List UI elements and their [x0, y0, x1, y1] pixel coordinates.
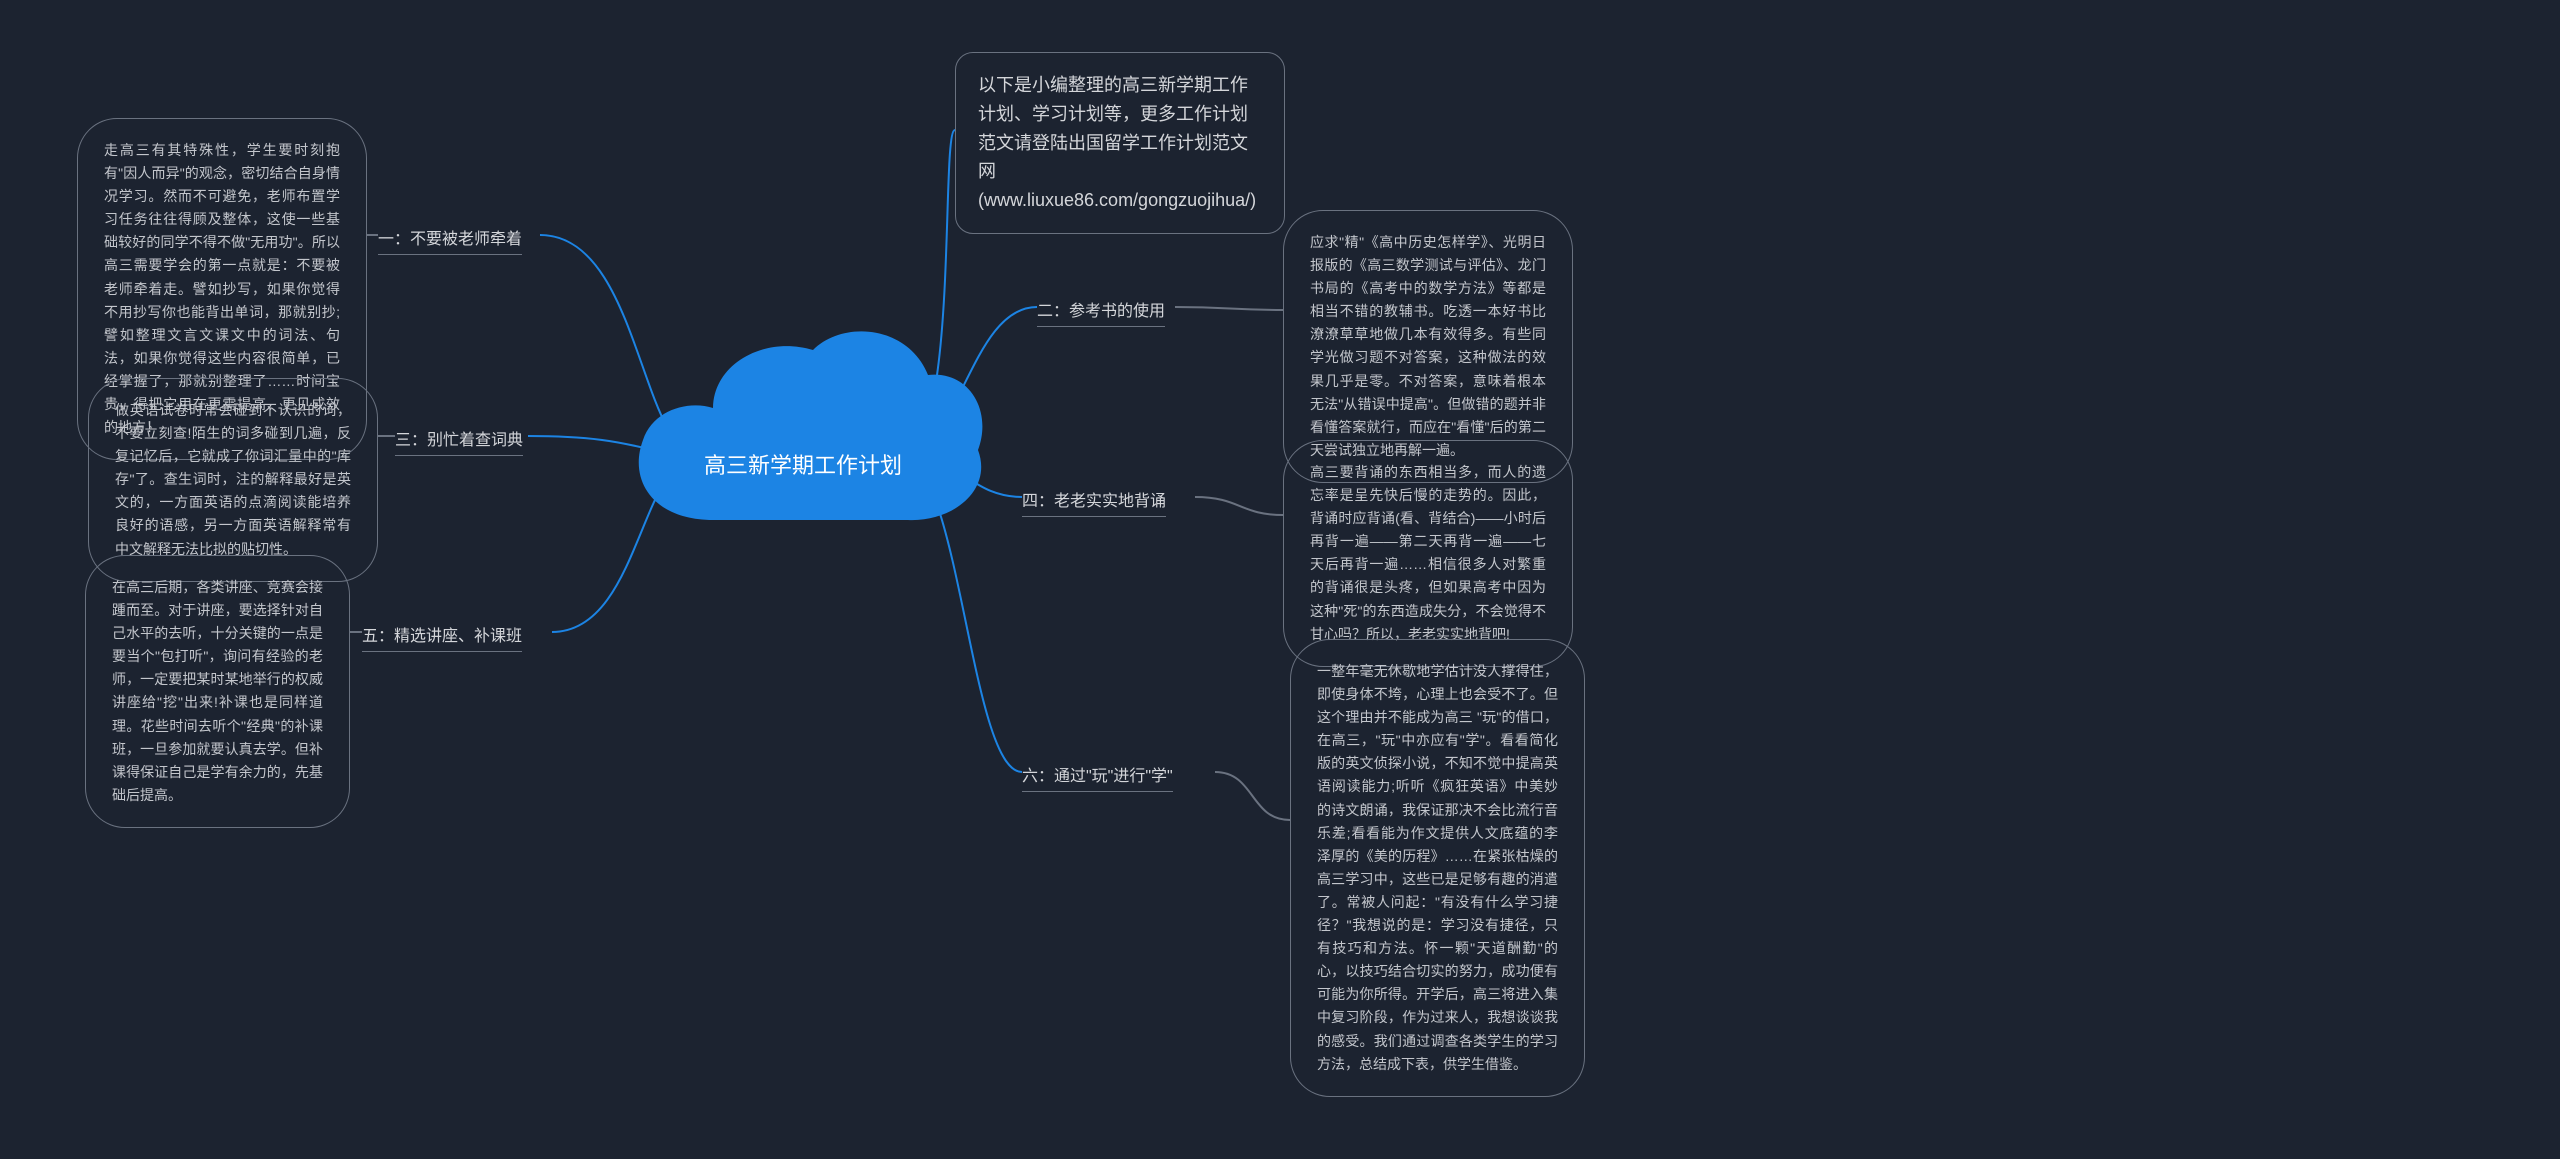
detail-5[interactable]: 在高三后期，各类讲座、竞赛会接踵而至。对于讲座，要选择针对自己水平的去听，十分关… — [85, 555, 350, 828]
branch-6[interactable]: 六：通过"玩"进行"学" — [1022, 762, 1173, 786]
center-title: 高三新学期工作计划 — [618, 448, 988, 480]
detail-3[interactable]: 做英语试卷时常会碰到不认识的词，不要立刻查!陌生的词多碰到几遍，反复记忆后，它就… — [88, 378, 378, 582]
branch-5[interactable]: 五：精选讲座、补课班 — [362, 622, 522, 646]
connector-path — [1195, 497, 1283, 515]
cloud-icon — [618, 310, 988, 550]
connector-path — [1175, 307, 1283, 310]
connector-path — [1215, 772, 1290, 820]
branch-2[interactable]: 二：参考书的使用 — [1037, 297, 1165, 321]
watermark-1 — [170, 859, 207, 930]
detail-6[interactable]: 一整年毫无休歇地学估计没人撑得住，即使身体不垮，心理上也会受不了。但这个理由并不… — [1290, 639, 1585, 1097]
branch-1[interactable]: 一：不要被老师牵着 — [378, 225, 522, 249]
intro-box[interactable]: 以下是小编整理的高三新学期工作计划、学习计划等，更多工作计划范文请登陆出国留学工… — [955, 52, 1285, 234]
detail-4[interactable]: 高三要背诵的东西相当多，而人的遗忘率是呈先快后慢的走势的。因此，背诵时应背诵(看… — [1283, 440, 1573, 667]
center-node[interactable]: 高三新学期工作计划 — [618, 310, 988, 550]
branch-3[interactable]: 三：别忙着查词典 — [395, 426, 523, 450]
branch-4[interactable]: 四：老老实实地背诵 — [1022, 487, 1166, 511]
